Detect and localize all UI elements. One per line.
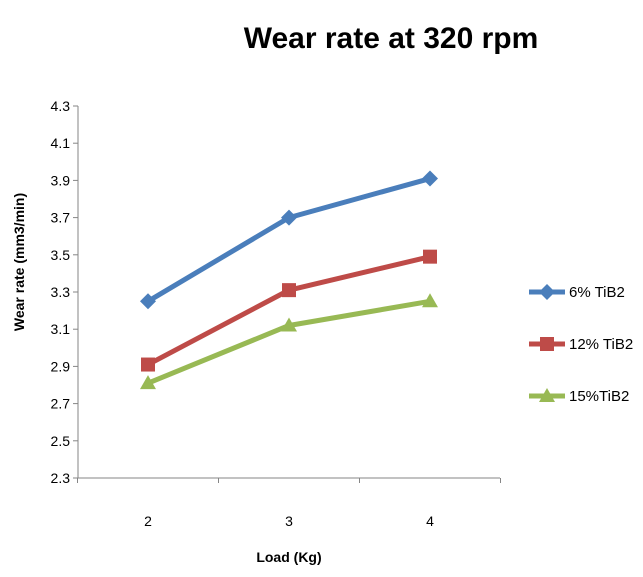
legend: 6% TiB2 12% TiB2 15%TiB2 [529,284,633,405]
series-line [145,176,433,304]
series-layer [140,170,438,390]
legend-item: 12% TiB2 [529,336,633,353]
data-point-marker [140,375,156,390]
y-tick-label: 2.9 [51,358,71,374]
series-3 [140,293,438,390]
legend-label: 15%TiB2 [569,388,629,405]
x-axis-label: Load (Kg) [256,549,321,565]
y-tick-label: 4.1 [51,135,71,151]
x-tick-label: 3 [285,513,293,529]
y-tick-label: 2.5 [51,433,71,449]
legend-item: 15%TiB2 [529,388,629,405]
y-axis-label: Wear rate (mm3/min) [11,193,27,331]
legend-item: 6% TiB2 [529,284,625,301]
legend-label: 6% TiB2 [569,284,625,301]
legend-marker [540,337,554,351]
y-tick-label: 3.5 [51,247,71,263]
data-point-marker [422,293,438,308]
y-tick-label: 2.3 [51,470,71,486]
data-point-marker [282,283,296,298]
chart-title: Wear rate at 320 rpm [244,22,539,55]
data-point-marker [140,293,156,310]
y-tick-label: 2.7 [51,396,71,412]
data-point-marker [281,209,297,226]
data-point-marker [423,249,437,264]
y-axis-ticks: 4.3 4.1 3.9 3.7 3.5 3.3 3.1 2.9 2.7 2.5 2.3 [51,98,78,486]
legend-marker [539,388,555,402]
x-axis-ticks: 2 3 4 [77,478,501,529]
data-point-marker [422,170,438,187]
y-tick-label: 3.3 [51,284,71,300]
series-2 [141,249,437,372]
x-tick-label: 4 [426,513,434,529]
y-tick-label: 3.1 [51,321,71,337]
legend-marker [539,284,555,300]
y-tick-label: 3.7 [51,210,71,226]
y-tick-label: 4.3 [51,98,71,114]
series-1 [140,170,438,310]
legend-label: 12% TiB2 [569,336,633,353]
data-point-marker [141,357,155,372]
x-tick-label: 2 [144,513,152,529]
y-tick-label: 3.9 [51,172,71,188]
data-point-marker [281,317,297,332]
